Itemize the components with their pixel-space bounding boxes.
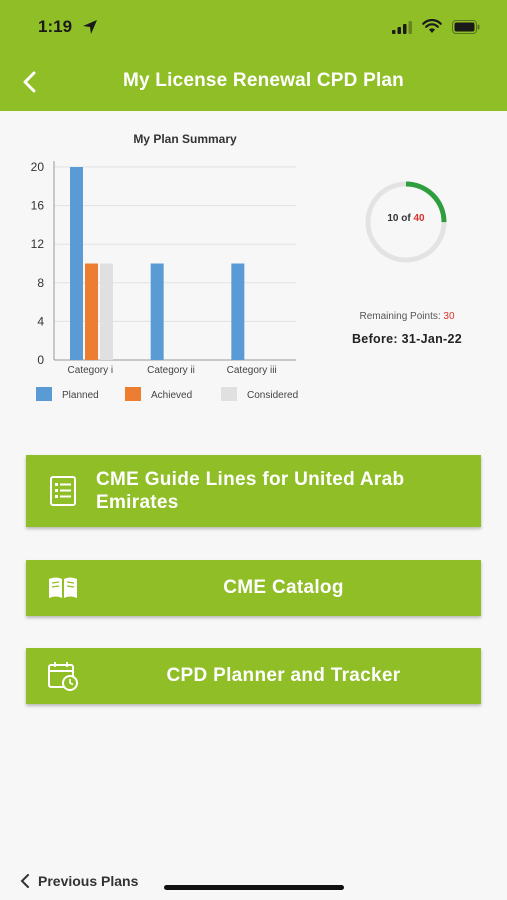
legend-swatch-achieved xyxy=(125,387,141,401)
x-tick-label: Category ii xyxy=(147,365,195,376)
page-title: My License Renewal CPD Plan xyxy=(123,70,404,91)
y-tick-label: 16 xyxy=(31,199,45,213)
status-time: 1:19 xyxy=(38,17,73,36)
remaining-points-value: 30 xyxy=(443,311,455,322)
remaining-points: Remaining Points: 30 xyxy=(340,311,474,322)
cme-catalog-button[interactable]: CME Catalog xyxy=(26,560,481,616)
progress-ring-label: 10 of 40 xyxy=(356,213,456,224)
cme-catalog-label: CME Catalog xyxy=(223,577,344,598)
back-button[interactable] xyxy=(12,64,48,100)
legend-label-considered: Considered xyxy=(247,390,298,401)
cpd-planner-button[interactable]: CPD Planner and Tracker xyxy=(26,648,481,704)
wifi-icon xyxy=(422,19,442,33)
y-tick-label: 8 xyxy=(37,276,44,290)
bar-planned-1 xyxy=(70,167,83,360)
bar-achieved-1 xyxy=(85,263,98,360)
open-book-icon xyxy=(49,577,77,598)
y-tick-label: 20 xyxy=(31,160,45,174)
nav-bar: My License Renewal CPD Plan xyxy=(0,56,507,111)
legend-label-planned: Planned xyxy=(62,390,99,401)
remaining-points-label: Remaining Points: xyxy=(359,311,441,322)
bar-considered-1 xyxy=(100,263,113,360)
bar-planned-3 xyxy=(231,263,245,360)
deadline-date: Before: 31-Jan-22 xyxy=(351,332,462,346)
cpd-planner-label: CPD Planner and Tracker xyxy=(166,665,401,686)
cme-guidelines-label: CME Guide Lines for United Arab Emirates xyxy=(96,469,405,513)
cellular-signal-icon xyxy=(392,21,412,34)
calendar-clock-icon xyxy=(48,662,78,691)
bar-chart-svg: My Plan Summary 0 4 8 12 16 20 Category i Catego… xyxy=(31,132,298,401)
x-tick-label: Category i xyxy=(68,365,114,376)
home-indicator xyxy=(164,885,344,890)
y-tick-label: 0 xyxy=(37,353,44,367)
battery-icon xyxy=(452,20,480,34)
points-progress-ring: 10 of 40 xyxy=(356,180,456,264)
plan-summary-chart: My Plan Summary 0 4 8 12 16 20 Category i Catego… xyxy=(0,120,340,420)
cme-guidelines-button[interactable]: CME Guide Lines for United Arab Emirates xyxy=(26,455,481,527)
bar-planned-2 xyxy=(150,263,164,360)
location-arrow-icon xyxy=(83,20,97,34)
previous-plans-label: Previous Plans xyxy=(38,873,139,889)
x-tick-label: Category iii xyxy=(227,365,277,376)
progress-ring-svg xyxy=(365,181,447,263)
chart-title: My Plan Summary xyxy=(133,132,237,146)
progress-ring-fill xyxy=(365,181,447,263)
previous-plans-link[interactable]: Previous Plans xyxy=(20,870,138,892)
checklist-document-icon xyxy=(50,476,76,506)
achieved-points: 10 xyxy=(387,213,399,224)
legend-swatch-considered xyxy=(221,387,237,401)
chevron-left-icon xyxy=(20,874,29,888)
y-tick-label: 4 xyxy=(37,314,44,328)
y-tick-label: 12 xyxy=(31,237,45,251)
legend-swatch-planned xyxy=(36,387,52,401)
total-points: 40 xyxy=(413,213,425,224)
chevron-left-icon xyxy=(23,71,36,93)
legend-label-achieved: Achieved xyxy=(151,390,192,401)
of-separator: of xyxy=(401,213,411,224)
status-bar: 1:19 xyxy=(0,0,507,56)
